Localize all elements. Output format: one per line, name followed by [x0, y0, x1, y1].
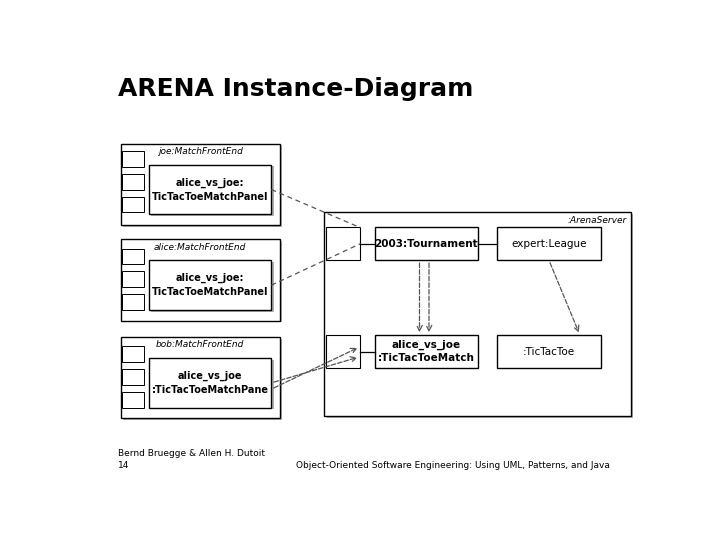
FancyBboxPatch shape: [326, 335, 359, 368]
Text: alice_vs_joe:
TicTacToeMatchPanel: alice_vs_joe: TicTacToeMatchPanel: [152, 273, 269, 298]
FancyBboxPatch shape: [326, 227, 359, 260]
FancyBboxPatch shape: [374, 335, 478, 368]
FancyBboxPatch shape: [122, 346, 143, 362]
FancyBboxPatch shape: [122, 392, 143, 408]
Text: alice_vs_joe
:TicTacToeMatchPane: alice_vs_joe :TicTacToeMatchPane: [151, 371, 269, 395]
FancyBboxPatch shape: [122, 151, 143, 167]
FancyBboxPatch shape: [122, 369, 143, 385]
FancyBboxPatch shape: [123, 339, 282, 420]
FancyBboxPatch shape: [324, 212, 631, 416]
FancyBboxPatch shape: [122, 272, 143, 287]
FancyBboxPatch shape: [327, 214, 634, 418]
FancyBboxPatch shape: [123, 241, 282, 322]
FancyBboxPatch shape: [498, 227, 600, 260]
FancyBboxPatch shape: [498, 335, 600, 368]
FancyBboxPatch shape: [150, 166, 274, 216]
Text: expert:League: expert:League: [511, 239, 587, 248]
FancyBboxPatch shape: [122, 248, 143, 265]
Text: alice_vs_joe
:TicTacToeMatch: alice_vs_joe :TicTacToeMatch: [378, 340, 474, 363]
Text: Bernd Bruegge & Allen H. Dutoit
14: Bernd Bruegge & Allen H. Dutoit 14: [118, 449, 265, 470]
Text: :ArenaServer: :ArenaServer: [567, 216, 627, 225]
FancyBboxPatch shape: [122, 174, 143, 190]
FancyBboxPatch shape: [123, 145, 282, 227]
Text: joe:MatchFrontEnd: joe:MatchFrontEnd: [158, 147, 243, 156]
Text: :TicTacToe: :TicTacToe: [523, 347, 575, 357]
FancyBboxPatch shape: [148, 260, 271, 310]
FancyBboxPatch shape: [150, 262, 274, 312]
FancyBboxPatch shape: [148, 165, 271, 214]
FancyBboxPatch shape: [148, 358, 271, 408]
Text: bob:MatchFrontEnd: bob:MatchFrontEnd: [156, 341, 244, 349]
Text: alice_vs_joe:
TicTacToeMatchPanel: alice_vs_joe: TicTacToeMatchPanel: [152, 178, 269, 201]
FancyBboxPatch shape: [121, 239, 279, 321]
FancyBboxPatch shape: [150, 360, 274, 409]
FancyBboxPatch shape: [122, 197, 143, 212]
FancyBboxPatch shape: [374, 227, 478, 260]
FancyBboxPatch shape: [121, 337, 279, 418]
Text: Object-Oriented Software Engineering: Using UML, Patterns, and Java: Object-Oriented Software Engineering: Us…: [297, 461, 611, 470]
Text: 2003:Tournament: 2003:Tournament: [374, 239, 478, 248]
FancyBboxPatch shape: [121, 144, 279, 225]
FancyBboxPatch shape: [122, 294, 143, 310]
Text: ARENA Instance-Diagram: ARENA Instance-Diagram: [118, 77, 473, 102]
Text: alice:MatchFrontEnd: alice:MatchFrontEnd: [154, 243, 246, 252]
